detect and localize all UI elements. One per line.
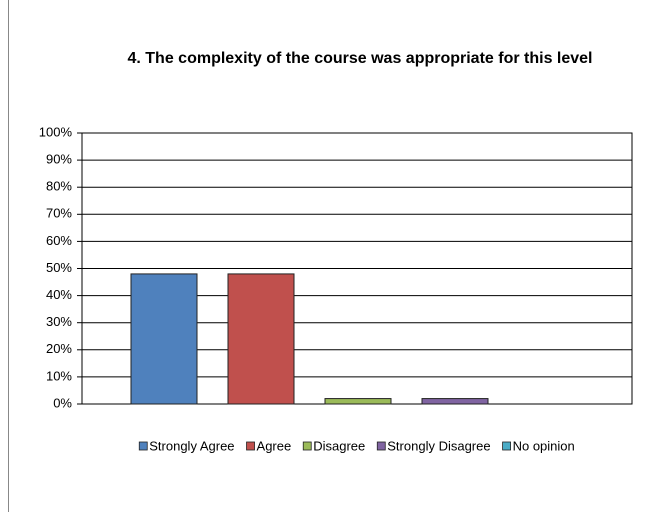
legend-swatch <box>302 441 312 451</box>
y-tick-label: 0% <box>53 395 72 410</box>
chart-title: 4. The complexity of the course was appr… <box>127 50 593 67</box>
legend-label: No opinion <box>513 438 575 453</box>
y-tick-label: 30% <box>46 314 72 329</box>
y-tick-label: 20% <box>46 341 72 356</box>
y-tick-label: 90% <box>46 152 72 167</box>
y-tick-label: 100% <box>39 124 73 139</box>
legend-label: Agree <box>257 438 292 453</box>
legend-label: Strongly Agree <box>149 438 234 453</box>
y-tick-label: 10% <box>46 368 72 383</box>
bar <box>130 273 198 405</box>
legend-swatch <box>376 441 386 451</box>
y-tick-label: 70% <box>46 206 72 221</box>
legend-label: Strongly Disagree <box>387 438 490 453</box>
legend-swatch <box>246 441 255 451</box>
y-tick-label: 40% <box>46 287 72 302</box>
y-tick-label: 50% <box>46 260 72 275</box>
bar <box>421 398 489 405</box>
legend-swatch <box>502 441 511 451</box>
legend-label: Disagree <box>313 438 365 453</box>
legend-swatch <box>138 441 148 451</box>
chart-frame <box>8 0 9 512</box>
y-tick-label: 80% <box>46 179 72 194</box>
y-tick-label: 60% <box>46 233 72 248</box>
bar <box>227 273 295 405</box>
bar <box>324 398 392 405</box>
